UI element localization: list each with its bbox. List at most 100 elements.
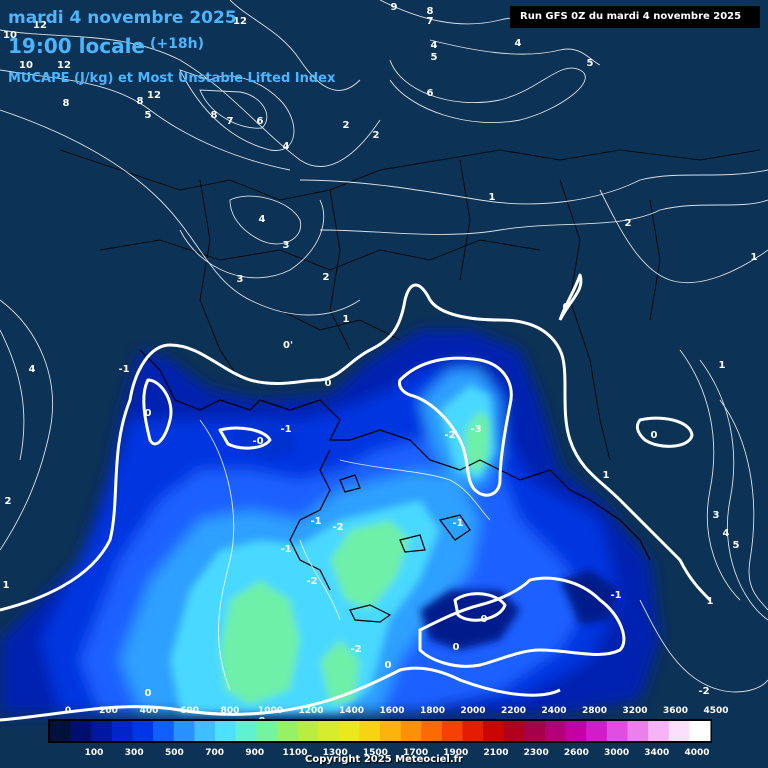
legend-swatch: [627, 721, 649, 741]
legend-upper-label: 400: [140, 706, 159, 716]
contour-label: 6: [427, 88, 434, 99]
legend-swatch: [359, 721, 381, 741]
cape-legend: 0 200 400 600 800 1000 1200 1400 1600 1800 2000 220…: [48, 706, 729, 758]
contour-label: -2: [698, 686, 709, 697]
legend-swatch: [91, 721, 113, 741]
contour-label: 5: [733, 540, 740, 551]
legend-swatch: [586, 721, 608, 741]
legend-swatch: [668, 721, 690, 741]
legend-swatch: [648, 721, 670, 741]
legend-lower-label: 1100: [282, 748, 307, 758]
legend-swatch: [483, 721, 505, 741]
legend-swatch: [524, 721, 546, 741]
legend-upper-label: 1800: [420, 706, 445, 716]
lifted-index-isolines: [0, 0, 768, 693]
contour-label: 1: [719, 360, 726, 371]
legend-swatch: [689, 721, 711, 741]
contour-label: 4: [515, 38, 522, 49]
legend-upper-label: 1400: [339, 706, 364, 716]
contour-label: 1: [343, 314, 350, 325]
contour-label: 1: [3, 580, 10, 591]
legend-upper-label: 1600: [379, 706, 404, 716]
contour-label: 0': [283, 340, 293, 351]
contour-label: 7: [227, 116, 234, 127]
contour-label: 12: [33, 20, 47, 31]
contour-label: 7: [427, 16, 434, 27]
contour-label: -1: [610, 590, 621, 601]
legend-swatch: [132, 721, 154, 741]
borders: [59, 149, 761, 461]
contour-label: 4: [259, 214, 266, 225]
contour-label: 1: [707, 596, 714, 607]
contour-label: -1: [280, 424, 291, 435]
contour-label: 2: [373, 130, 380, 141]
legend-lower-label: 1900: [443, 748, 468, 758]
legend-swatch: [153, 721, 175, 741]
contour-label: -2: [350, 644, 361, 655]
legend-swatch: [400, 721, 422, 741]
legend-lower-label: 2600: [564, 748, 589, 758]
legend-swatch: [503, 721, 525, 741]
contour-label: 10: [3, 30, 17, 41]
legend-lower-label: 100: [85, 748, 104, 758]
zero-isolines: [0, 273, 712, 722]
run-info-box: Run GFS 0Z du mardi 4 novembre 2025: [510, 6, 760, 28]
legend-upper-label: 1200: [298, 706, 323, 716]
contour-label: -0: [252, 436, 263, 447]
legend-upper-label: 2400: [541, 706, 566, 716]
legend-swatch: [111, 721, 133, 741]
legend-swatch: [462, 721, 484, 741]
legend-upper-label: 4500: [703, 706, 728, 716]
legend-swatch: [70, 721, 92, 741]
contour-label: 1: [751, 252, 758, 263]
contour-label: -3: [470, 424, 481, 435]
contour-label: -2: [444, 430, 455, 441]
legend-upper-label: 200: [99, 706, 118, 716]
legend-upper-label: 0: [65, 706, 71, 716]
legend-swatch: [297, 721, 319, 741]
legend-lower-label: 3400: [644, 748, 669, 758]
contour-label: 5: [145, 110, 152, 121]
legend-upper-label: 2000: [460, 706, 485, 716]
legend-swatch: [380, 721, 402, 741]
legend-swatch: [215, 721, 237, 741]
legend-lower-label: 4000: [684, 748, 709, 758]
legend-lower-label: 3000: [604, 748, 629, 758]
contour-label: 8: [137, 96, 144, 107]
legend-swatch: [50, 721, 72, 741]
legend-swatch: [421, 721, 443, 741]
contour-label: -1: [118, 364, 129, 375]
contour-label: 3: [283, 240, 290, 251]
contour-label: 0: [145, 408, 152, 419]
legend-upper-label: 1000: [258, 706, 283, 716]
legend-lower-label: 1700: [403, 748, 428, 758]
contour-label: 5: [587, 58, 594, 69]
legend-colorbar: [50, 721, 711, 741]
contour-label: 0: [563, 302, 570, 313]
contour-label: 1: [489, 192, 496, 203]
legend-swatch: [545, 721, 567, 741]
contour-label: 1: [603, 470, 610, 481]
title-date: mardi 4 novembre 2025: [8, 8, 237, 28]
contour-label: 0: [325, 378, 332, 389]
legend-upper-label: 3600: [663, 706, 688, 716]
legend-upper-label: 800: [221, 706, 240, 716]
contour-label: 0: [453, 642, 460, 653]
legend-swatch: [256, 721, 278, 741]
legend-upper-label: 600: [180, 706, 199, 716]
contour-label: 8: [427, 6, 434, 17]
contour-label: 6: [257, 116, 264, 127]
contour-label: -1: [310, 516, 321, 527]
contour-label: 2: [343, 120, 350, 131]
legend-lower-label: 1300: [323, 748, 348, 758]
legend-lower-label: 1500: [363, 748, 388, 758]
contour-label: -1: [280, 544, 291, 555]
legend-upper-labels: 0 200 400 600 800 1000 1200 1400 1600 1800 2000 220…: [65, 706, 729, 716]
title-parameter: MUCAPE (J/kg) et Most Unstable Lifted In…: [8, 71, 336, 86]
contour-label: 12: [147, 90, 161, 101]
legend-lower-label: 500: [165, 748, 184, 758]
legend-lower-label: 900: [245, 748, 264, 758]
copyright-text: Copyright 2025 Meteociel.fr: [305, 754, 463, 765]
